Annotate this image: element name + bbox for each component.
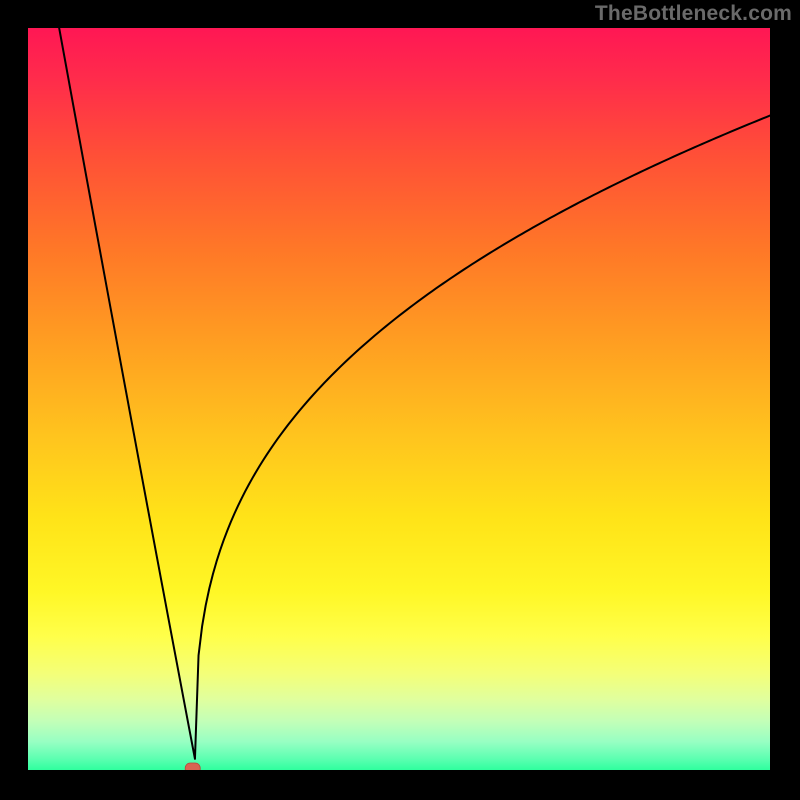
watermark-text: TheBottleneck.com [595,2,792,26]
plot-svg [0,0,800,800]
plot-background-gradient [28,28,770,770]
